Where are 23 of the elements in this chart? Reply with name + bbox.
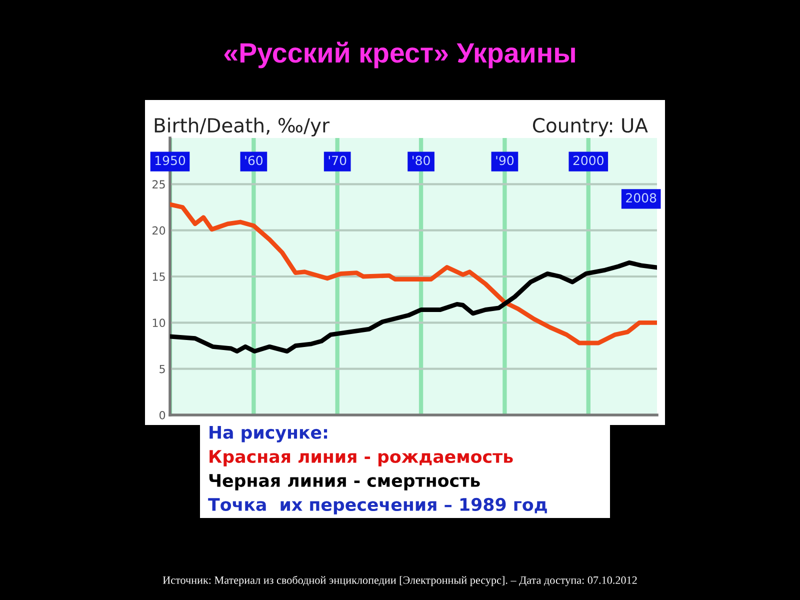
x-tick-label: '70 (328, 156, 346, 166)
y-tick-label: 5 (160, 364, 165, 374)
y-tick-label: 20 (152, 226, 166, 235)
y-tick-label: 25 (152, 180, 165, 189)
x-tick-label: 1950 (155, 156, 186, 166)
x-tick-label: '80 (412, 156, 430, 166)
x-tick-label: '60 (245, 156, 263, 166)
chart-subtitle: Country: UA (532, 118, 648, 136)
text: Красная линия - рождаемость (210, 450, 513, 466)
line-series (170, 202, 657, 346)
text: На рисунке: (210, 426, 328, 442)
y-tick-label: 0 (159, 410, 166, 420)
line-series (170, 260, 657, 354)
text: Точка их пересечения – 1989 год (208, 498, 547, 514)
chart-title: «Русский крест» Украины (224, 42, 575, 68)
y-tick-label: 10 (152, 318, 166, 328)
x-tick-label: 2000 (573, 156, 604, 166)
y-tick-label: 15 (152, 272, 165, 281)
text: Черная линия - смертность (209, 474, 480, 490)
annotation: 2008 (626, 193, 656, 203)
text: Источник: Материал из свободной энциклопедии [Электронный ресурс]. – Дата доступа: 07.10.2012 (162, 576, 637, 586)
y-axis-title: Birth/Death, ‰/yr (154, 118, 330, 136)
x-tick-label: '90 (496, 156, 514, 166)
